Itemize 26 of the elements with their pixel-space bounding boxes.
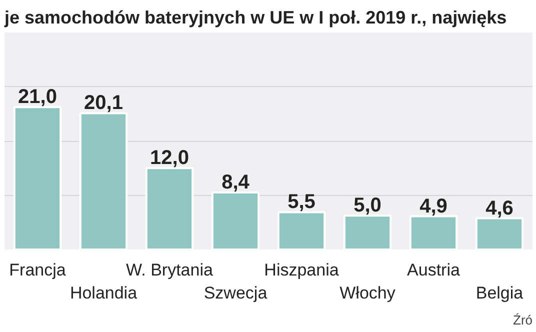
bar	[343, 214, 392, 250]
data-label: 21,0	[18, 86, 57, 108]
x-tick-label: Szwecja	[204, 283, 268, 302]
bar	[277, 211, 326, 250]
bar	[79, 112, 128, 250]
x-tick-label: Austria	[407, 260, 460, 280]
bar	[145, 167, 194, 250]
bar	[13, 106, 62, 250]
x-tick-label: Hiszpania	[264, 260, 340, 280]
data-label: 12,0	[150, 147, 189, 170]
x-tick-label: Francja	[9, 260, 66, 280]
bar	[409, 215, 458, 250]
x-tick-label: Belgia	[476, 283, 524, 302]
text: Źró	[513, 312, 532, 328]
data-label: 20,1	[84, 92, 123, 114]
data-label: 4,9	[420, 195, 448, 218]
x-tick-label: Holandia	[70, 283, 138, 302]
data-label: 5,5	[288, 191, 316, 214]
data-label: 5,0	[354, 194, 382, 217]
x-tick-label: Włochy	[340, 283, 396, 302]
data-label: 8,4	[222, 172, 250, 194]
data-label: 4,6	[486, 197, 514, 220]
bar	[475, 217, 524, 250]
x-tick-label: W. Brytania	[126, 260, 214, 280]
chart-title: je samochodów bateryjnych w UE w I poł. 2019 r., najwięks	[4, 8, 507, 28]
bar	[211, 192, 260, 250]
